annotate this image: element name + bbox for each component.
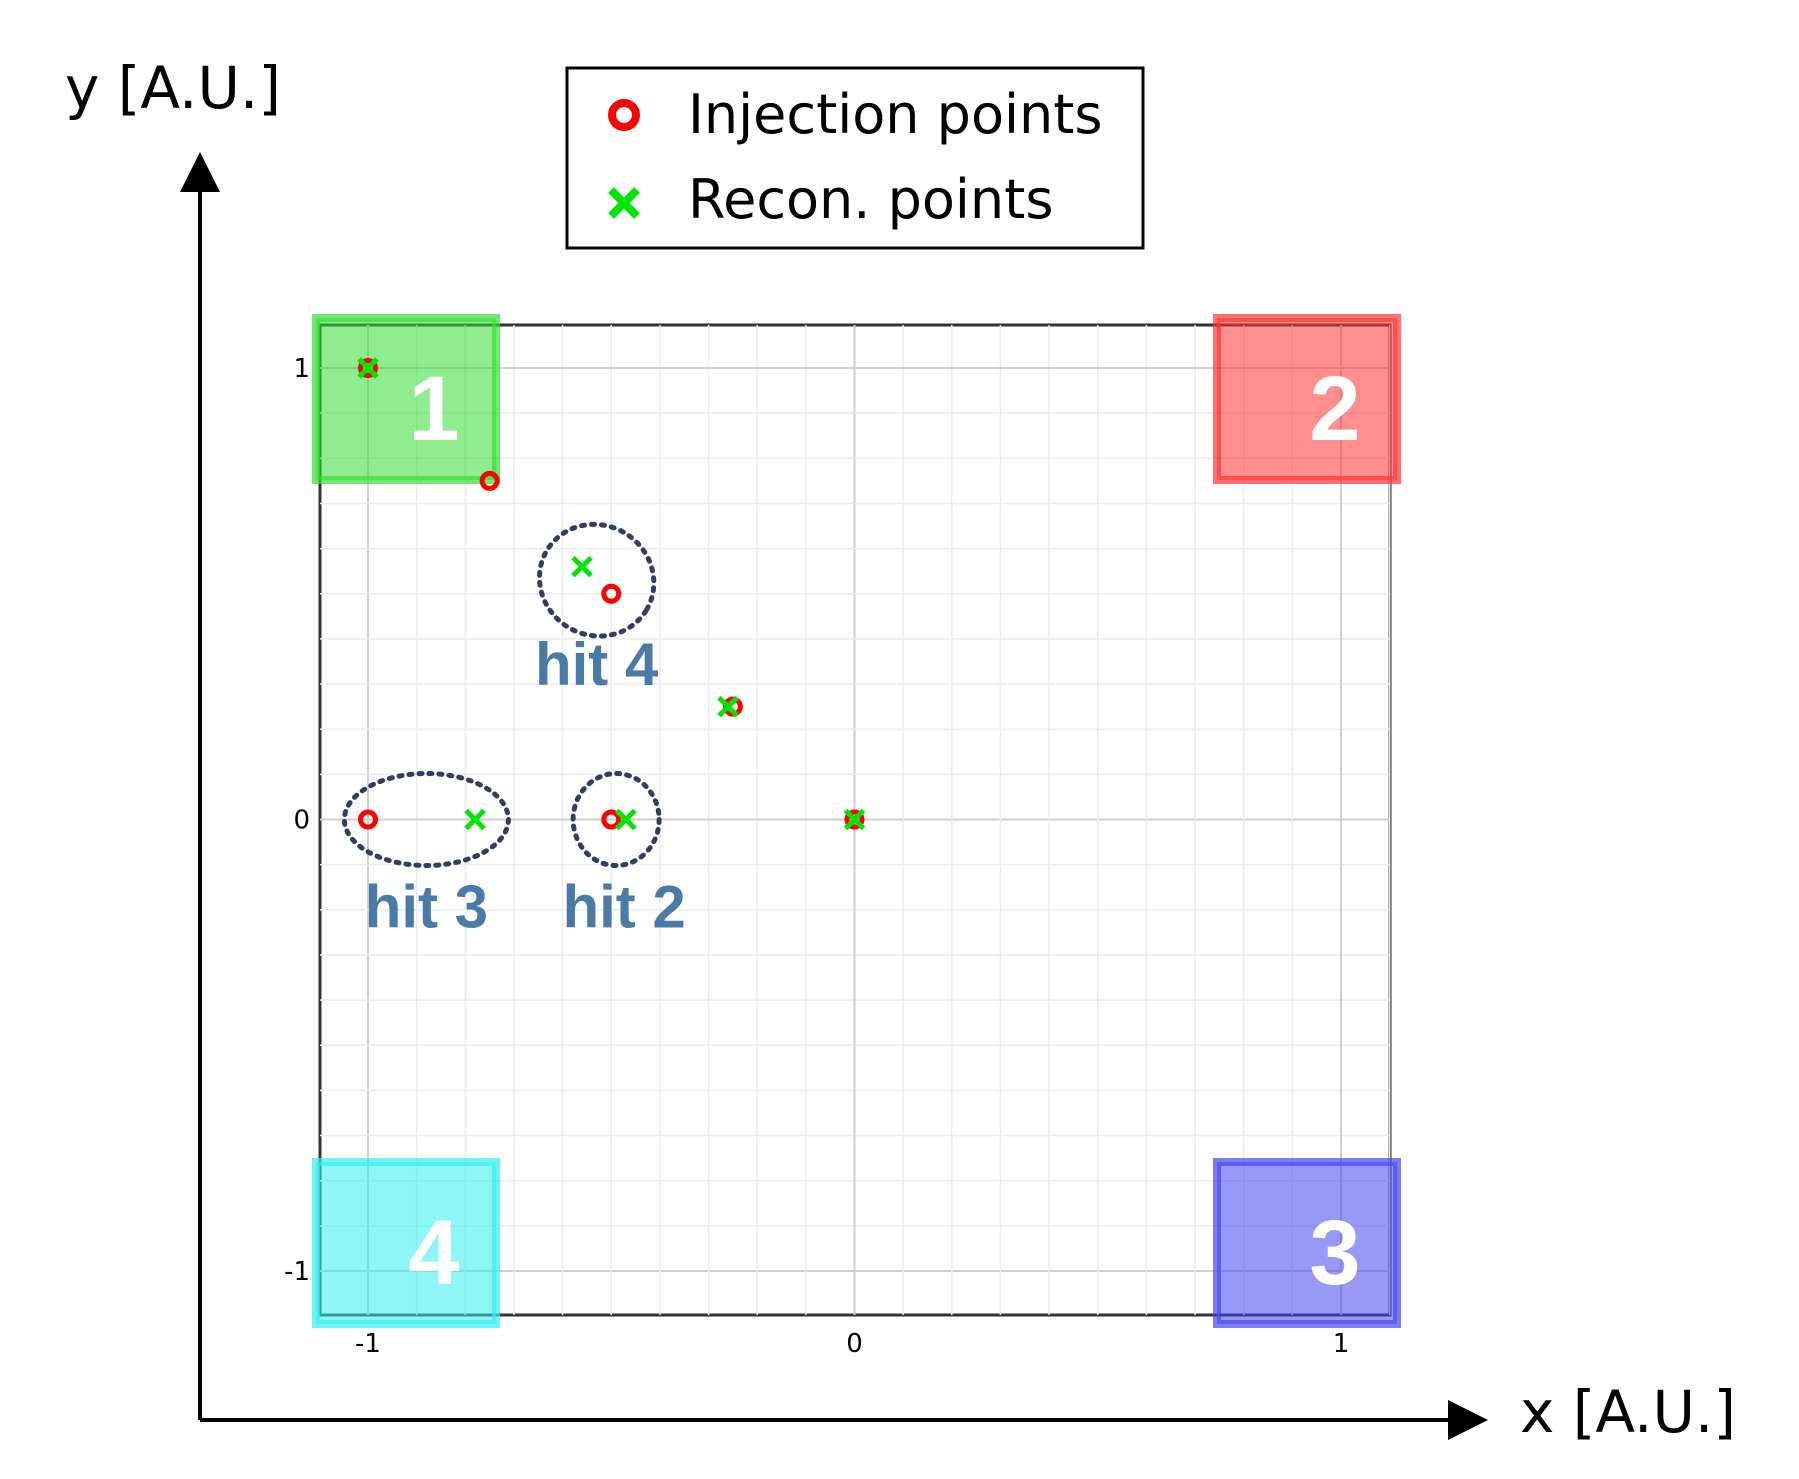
- corner-label-2: 2: [1309, 358, 1360, 460]
- annotation-label: hit 3: [365, 874, 488, 941]
- injection-point: [844, 809, 865, 830]
- annotation-label: hit 4: [535, 631, 659, 698]
- corner-boxes: 1 2 3 4: [312, 314, 1401, 1328]
- injection-point: [358, 809, 378, 830]
- legend-injection-marker: [608, 99, 640, 131]
- corner-box-1: [312, 314, 500, 484]
- corner-box-2: [1213, 314, 1401, 484]
- x-tick-label: -1: [355, 1329, 381, 1359]
- hit-annotations: hit 4 hit 3 hit 2: [341, 521, 686, 941]
- x-tick-label: 1: [1333, 1329, 1350, 1359]
- x-tick-label: 0: [846, 1329, 863, 1359]
- legend: Injection points Recon. points: [565, 66, 1145, 250]
- legend-injection-label: Injection points: [688, 83, 1103, 146]
- corner-box-4: [312, 1158, 500, 1328]
- annotation-ellipse: [570, 771, 662, 868]
- y-axis-label: y [A.U.]: [65, 54, 281, 122]
- annotation-ellipse: [536, 521, 657, 639]
- recon-point: [615, 808, 637, 831]
- tick-labels: -1 0 1 1 0 -1: [284, 354, 1349, 1359]
- y-tick-label: 1: [293, 354, 310, 384]
- corner-label-4: 4: [408, 1202, 459, 1304]
- injection-point: [358, 358, 378, 378]
- data-points: [357, 357, 866, 831]
- injection-point: [601, 809, 622, 830]
- recon-point: [717, 695, 739, 718]
- legend-recon-label: Recon. points: [688, 168, 1053, 231]
- injection-point: [479, 470, 500, 491]
- legend-box: [565, 66, 1145, 250]
- x-axis-label: x [A.U.]: [1520, 1378, 1736, 1446]
- corner-box-3: [1213, 1158, 1401, 1328]
- y-tick-label: 0: [293, 806, 310, 836]
- injection-point: [601, 583, 622, 604]
- annotation-label: hit 2: [562, 874, 685, 941]
- recon-point: [464, 808, 486, 831]
- recon-point: [357, 357, 379, 379]
- annotation-ellipse: [341, 771, 511, 868]
- recon-point: [843, 808, 866, 831]
- legend-recon-marker: [608, 187, 640, 219]
- recon-point: [571, 555, 593, 578]
- corner-label-1: 1: [408, 358, 459, 460]
- grid: [320, 325, 1391, 1315]
- y-tick-label: -1: [284, 1257, 310, 1287]
- corner-label-3: 3: [1309, 1202, 1360, 1304]
